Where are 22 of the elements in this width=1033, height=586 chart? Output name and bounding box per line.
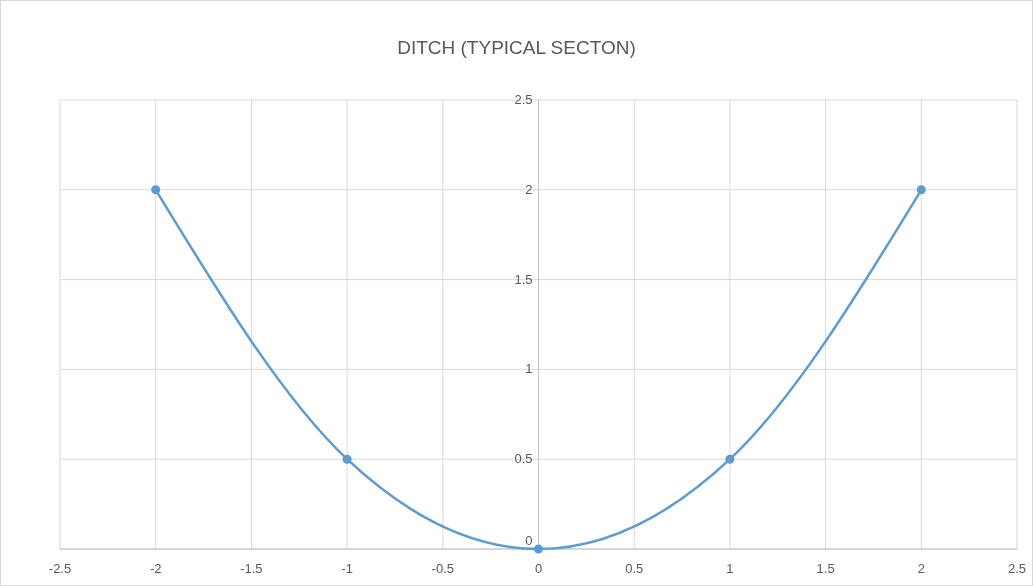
point	[725, 454, 735, 464]
x-tick-label: 2	[917, 561, 925, 576]
y-tick-label: 1.5	[514, 271, 533, 287]
x-tick-label: -2.5	[48, 561, 72, 576]
y-tick-label: 1	[525, 361, 533, 377]
x-tick-label: -2	[149, 561, 162, 576]
chart-title: DITCH (TYPICAL SECTON)	[397, 37, 636, 58]
x-tick-label: 0.5	[625, 561, 644, 576]
x-tick-label: -1	[341, 561, 353, 576]
x-tick-label: 1	[726, 561, 734, 576]
y-tick-label: 0	[525, 533, 533, 548]
x-tick-label: 2.5	[1007, 561, 1027, 576]
point	[534, 544, 543, 554]
x-tick-label: -1.5	[240, 561, 263, 576]
point	[342, 454, 352, 464]
y-tick-label: 0.5	[514, 451, 533, 467]
point	[916, 185, 926, 195]
y-tick-label: 2	[525, 181, 533, 197]
x-tick-label: 1.5	[816, 561, 835, 576]
point	[151, 185, 161, 195]
x-tick-label: -0.5	[431, 561, 454, 576]
y-tick-label: 2.5	[514, 92, 533, 107]
